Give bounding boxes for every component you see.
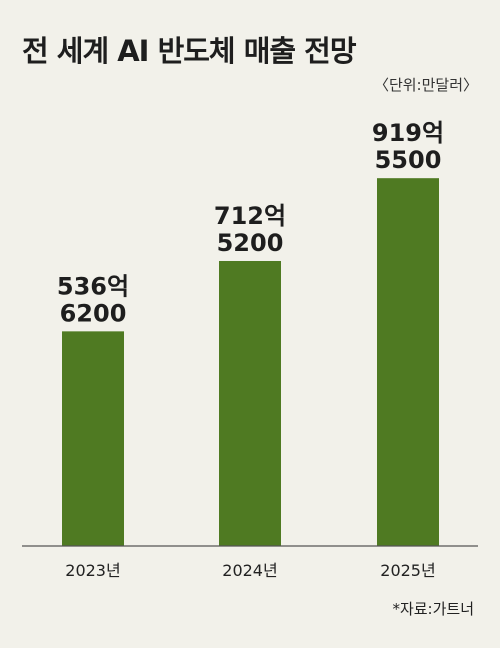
x-tick-label: 2025년 [380,561,435,580]
x-tick-label: 2023년 [65,561,120,580]
source-note: *자료:가트너 [392,600,474,618]
bar-2024년 [219,260,281,546]
bar-value-label-line-2: 6200 [60,299,127,327]
unit-label: 〈단위:만달러〉 [373,76,478,94]
bar-value-label-line-2: 5500 [375,146,442,174]
x-tick-label: 2024년 [222,561,277,580]
bar-2025년 [377,178,439,546]
bar-2023년 [62,331,124,546]
bar-value-label-line-1: 712억 [214,202,286,230]
bar-value-label-line-1: 536억 [57,272,129,300]
bar-value-label-line-2: 5200 [217,229,284,257]
chart-title: 전 세계 AI 반도체 매출 전망 [22,34,357,68]
bar-value-label-line-1: 919억 [372,119,444,147]
